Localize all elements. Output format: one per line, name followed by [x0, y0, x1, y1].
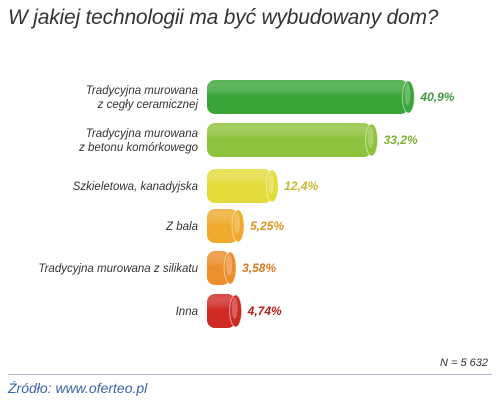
bar-cap-shine-0 — [404, 83, 411, 105]
bar-cap-shine-5 — [231, 297, 238, 319]
category-label-0-0: Tradycyjna murowana — [86, 85, 198, 97]
category-label-1-0: Tradycyjna murowana — [86, 128, 198, 140]
bar-cap-0 — [401, 80, 415, 114]
bar-cap-2 — [265, 169, 279, 203]
category-label-2-0: Szkieletowa, kanadyjska — [73, 181, 198, 193]
value-label-5: 4,74% — [247, 304, 282, 318]
bar-cap-shine-1 — [367, 126, 374, 148]
source-text: Źródło: www.oferteo.pl — [8, 380, 148, 396]
bar-gloss-2 — [207, 169, 273, 203]
bar-cap-shine-4 — [226, 254, 233, 276]
bar-cap-4 — [223, 251, 237, 285]
bar-gloss-0 — [207, 80, 409, 114]
bar-cap-shine-3 — [234, 212, 241, 234]
value-label-1: 33,2% — [384, 133, 418, 147]
bar-gloss-3 — [207, 209, 239, 243]
category-label-1-1: z betonu komórkowego — [78, 142, 199, 154]
value-label-4: 3,58% — [242, 261, 276, 275]
bar-cap-shine-2 — [268, 172, 275, 194]
value-label-0: 40,9% — [419, 90, 454, 104]
value-label-2: 12,4% — [284, 179, 318, 193]
bar-cap-3 — [231, 209, 245, 243]
bar-gloss-5 — [207, 294, 236, 328]
bar-cap-5 — [229, 294, 243, 328]
value-label-3: 5,25% — [250, 219, 284, 233]
bar-cap-1 — [365, 123, 379, 157]
category-label-4-0: Tradycyjna murowana z silikatu — [38, 263, 198, 275]
category-label-5-0: Inna — [176, 306, 198, 318]
category-label-3-0: Z bala — [165, 221, 198, 233]
bar-gloss-1 — [207, 123, 372, 157]
category-label-0-1: z cegły ceramicznej — [97, 99, 199, 111]
footer-divider — [8, 374, 492, 375]
sample-size-note: N = 5 632 — [439, 357, 488, 369]
bar-gloss-4 — [207, 251, 231, 285]
chart-title: W jakiej technologii ma być wybudowany d… — [8, 6, 439, 29]
